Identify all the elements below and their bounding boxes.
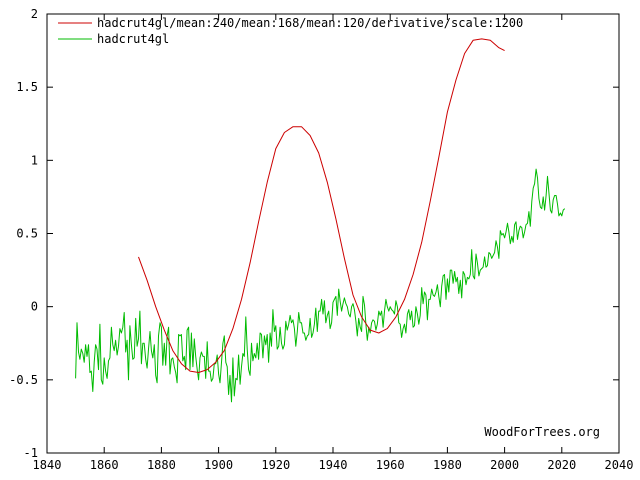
series-line-hadcrut4gl-derivative [138, 38, 505, 373]
legend-label-green-series: hadcrut4gl [97, 32, 169, 46]
x-tick-label-1960: 1960 [376, 458, 405, 472]
y-tick-label-0: -1 [24, 446, 38, 460]
y-tick-label-3: 0.5 [16, 227, 38, 241]
y-axis: -1 -0.5 0 0.5 1 1.5 2 [9, 7, 619, 460]
x-tick-label-1980: 1980 [433, 458, 462, 472]
series-line-hadcrut4gl [75, 168, 566, 403]
x-tick-label-2000: 2000 [490, 458, 519, 472]
x-tick-label-1900: 1900 [204, 458, 233, 472]
x-tick-label-1940: 1940 [319, 458, 348, 472]
y-tick-label-1: -0.5 [9, 373, 38, 387]
x-tick-label-1860: 1860 [90, 458, 119, 472]
x-tick-label-1840: 1840 [33, 458, 62, 472]
y-tick-label-5: 1.5 [16, 80, 38, 94]
credit-label: WoodForTrees.org [484, 425, 600, 439]
y-tick-label-6: 2 [31, 7, 38, 21]
legend-label-red-series: hadcrut4gl/mean:240/mean:168/mean:120/de… [97, 16, 523, 30]
plot-area: 1840 1860 1880 1900 1920 1940 1960 1980 2000 2020… [9, 7, 633, 472]
legend: hadcrut4gl/mean:240/mean:168/mean:120/de… [58, 16, 523, 46]
series-layer [75, 38, 566, 403]
y-tick-label-2: 0 [31, 300, 38, 314]
x-tick-label-2040: 2040 [605, 458, 634, 472]
x-tick-label-1920: 1920 [261, 458, 290, 472]
x-axis: 1840 1860 1880 1900 1920 1940 1960 1980 2000 2020… [33, 14, 634, 472]
x-tick-label-2020: 2020 [547, 458, 576, 472]
x-tick-label-1880: 1880 [147, 458, 176, 472]
y-tick-label-4: 1 [31, 153, 38, 167]
